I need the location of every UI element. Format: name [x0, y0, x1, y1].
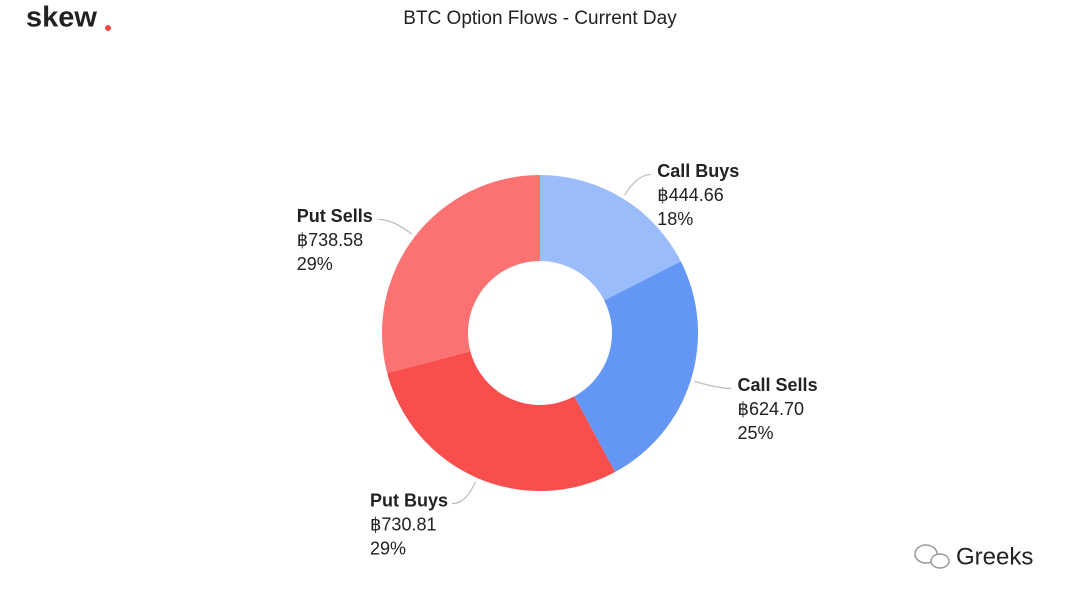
percent-label: 25% [738, 423, 774, 443]
logo-dot [105, 25, 111, 31]
value-label: ฿624.70 [738, 399, 805, 419]
percent-label: 29% [297, 254, 333, 274]
slice-label: Put Sells [297, 206, 373, 226]
leader-line [694, 380, 732, 390]
slice [382, 175, 540, 374]
percent-label: 29% [370, 538, 406, 558]
leader-line [451, 481, 477, 505]
slice [387, 351, 616, 491]
logo: skew [26, 2, 97, 34]
leader-line [378, 218, 413, 235]
slice-label: Call Buys [657, 161, 739, 181]
value-label: ฿730.81 [370, 514, 437, 534]
watermark-icon [914, 544, 950, 569]
value-label: ฿738.58 [297, 230, 364, 250]
slice-label: Put Buys [370, 490, 448, 510]
value-label: ฿444.66 [657, 185, 724, 205]
slice-label: Call Sells [738, 375, 818, 395]
leader-line [624, 173, 652, 196]
chart-title: BTC Option Flows - Current Day [403, 8, 677, 29]
slice [540, 175, 681, 301]
slice [574, 261, 698, 473]
watermark: Greeks [956, 543, 1033, 570]
percent-label: 18% [657, 209, 693, 229]
